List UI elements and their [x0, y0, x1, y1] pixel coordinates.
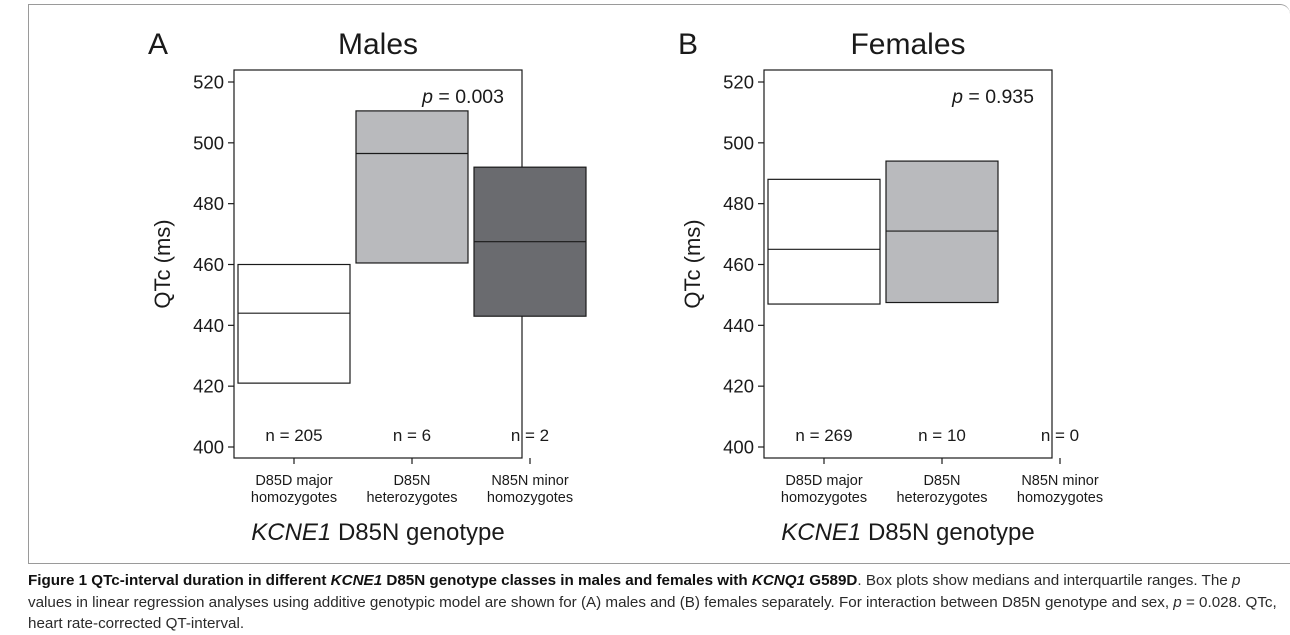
caption-gene-kcne1: KCNE1 [330, 572, 383, 589]
chart-panel-b: B Females 400 420 440 460 480 500 520 QTc (ms) p =… [678, 28, 1103, 546]
box-iqr [767, 178, 881, 305]
x-tick-label: D85D major [785, 473, 863, 489]
box-iqr [885, 160, 999, 304]
p-value: = 0.935 [963, 86, 1034, 108]
y-tick-label: 520 [723, 72, 754, 93]
caption-title-part: QTc-interval duration in different [87, 572, 331, 589]
y-tick-label: 400 [193, 437, 224, 458]
x-axis-text: D85N genotype [331, 519, 504, 546]
panel-label: B [678, 28, 698, 61]
p-value-label: p = 0.935 [951, 86, 1034, 108]
p-symbol: p [421, 86, 433, 108]
n-label: n = 6 [393, 426, 431, 445]
caption-title: Figure 1 QTc-interval duration in differ… [28, 572, 857, 589]
x-axis-label: KCNE1 D85N genotype [251, 519, 504, 546]
x-tick-label: heterozygotes [896, 490, 987, 506]
y-tick-label: 440 [723, 315, 754, 336]
x-tick-label: N85N minor [1021, 473, 1099, 489]
caption-title-part: D85N genotype classes in males and femal… [382, 572, 752, 589]
n-label: n = 2 [511, 426, 549, 445]
x-tick-label: homozygotes [251, 490, 337, 506]
y-axis-label: QTc (ms) [150, 219, 175, 308]
panel-label: A [148, 28, 168, 61]
y-tick-label: 460 [723, 254, 754, 275]
y-tick-label: 400 [723, 437, 754, 458]
n-label: n = 269 [795, 426, 852, 445]
y-tick-label: 500 [193, 132, 224, 153]
x-tick-label: heterozygotes [366, 490, 457, 506]
caption-body-part: = 0.028. QTc, heart rate-corrected QT-in… [28, 593, 1277, 633]
caption-p-symbol: p [1231, 572, 1241, 589]
y-tick-label: 500 [723, 132, 754, 153]
y-tick-label: 440 [193, 315, 224, 336]
x-tick-label: homozygotes [487, 490, 573, 506]
chart-panel-a: A Males 400 420 440 460 480 500 520 QTc (ms) p = 0… [148, 28, 587, 546]
y-axis-label: QTc (ms) [680, 219, 705, 308]
y-tick-label: 520 [193, 72, 224, 93]
y-tick-label: 420 [723, 376, 754, 397]
x-tick-label: homozygotes [1017, 490, 1103, 506]
x-tick-label: D85N [923, 473, 960, 489]
n-label: n = 10 [918, 426, 966, 445]
caption-gene-kcnq1: KCNQ1 [751, 572, 806, 589]
x-axis-label: KCNE1 D85N genotype [781, 519, 1034, 546]
x-axis-gene: KCNE1 [781, 519, 861, 546]
p-symbol: p [951, 86, 963, 108]
x-tick-label: homozygotes [781, 490, 867, 506]
chart-title: Females [850, 28, 965, 61]
y-tick-label: 420 [193, 376, 224, 397]
x-axis-text: D85N genotype [861, 519, 1034, 546]
x-tick-label: D85N [393, 473, 430, 489]
caption-body-part: values in linear regression analyses usi… [28, 593, 1174, 611]
box-iqr [237, 263, 351, 384]
x-axis-gene: KCNE1 [251, 519, 331, 546]
caption-title-part: G589D [805, 572, 858, 589]
p-value-label: p = 0.003 [421, 86, 504, 108]
caption-body-part: . Box plots show medians and interquarti… [857, 572, 1232, 589]
n-label: n = 205 [265, 426, 322, 445]
caption-p-symbol: p [1173, 593, 1182, 611]
box-plot-charts: A Males 400 420 440 460 480 500 520 QTc (ms) p = 0… [148, 28, 1103, 546]
n-label: n = 0 [1041, 426, 1079, 445]
figure-frame [28, 4, 1290, 563]
caption-figure-label: Figure 1 [28, 572, 88, 589]
caption-divider [28, 563, 1290, 564]
p-value: = 0.003 [433, 86, 504, 108]
y-tick-label: 480 [723, 193, 754, 214]
box-iqr [355, 110, 469, 264]
y-tick-label: 460 [193, 254, 224, 275]
x-tick-label: D85D major [255, 473, 333, 489]
x-tick-label: N85N minor [491, 473, 569, 489]
chart-title: Males [338, 28, 418, 61]
y-tick-label: 480 [193, 193, 224, 214]
figure-caption: Figure 1 QTc-interval duration in differ… [28, 570, 1280, 635]
